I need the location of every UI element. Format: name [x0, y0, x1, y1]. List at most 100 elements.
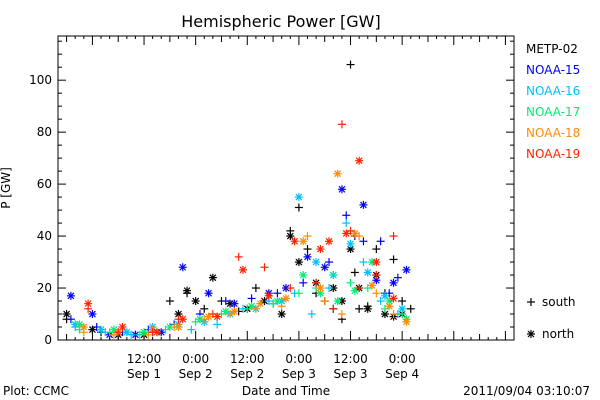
- point-north: [191, 297, 200, 306]
- y-axis-label: P [GW]: [0, 167, 13, 209]
- data-points: [62, 60, 415, 339]
- point-north: [372, 258, 381, 267]
- point-north: [380, 291, 389, 300]
- point-north: [294, 193, 303, 202]
- point-south: [66, 315, 75, 324]
- point-south: [389, 310, 398, 319]
- point-south: [105, 328, 114, 337]
- point-north: [208, 273, 217, 282]
- point-north: [183, 286, 192, 295]
- point-south: [161, 325, 170, 334]
- point-south: [346, 226, 355, 235]
- point-north: [359, 200, 368, 209]
- point-south: [187, 325, 196, 334]
- x-tick-time-label: 12:00: [127, 352, 162, 366]
- point-south: [372, 245, 381, 254]
- legend-marker-label: north: [542, 327, 574, 341]
- y-tick-label: 80: [37, 125, 52, 139]
- point-north: [79, 323, 88, 332]
- point-south: [114, 328, 123, 337]
- point-north: [264, 291, 273, 300]
- point-north: [174, 323, 183, 332]
- point-north: [62, 310, 71, 319]
- point-north: [316, 245, 325, 254]
- point-north: [97, 325, 106, 334]
- point-north: [385, 302, 394, 311]
- point-north: [363, 304, 372, 313]
- point-north: [312, 258, 321, 267]
- footer-timestamp: 2011/09/04 03:10:07: [463, 384, 590, 398]
- point-south: [213, 320, 222, 329]
- point-north: [389, 294, 398, 303]
- legend-series-label: NOAA-17: [526, 105, 580, 119]
- point-north: [320, 263, 329, 272]
- point-north: [230, 299, 239, 308]
- point-south: [376, 237, 385, 246]
- point-south: [346, 278, 355, 287]
- point-north: [329, 284, 338, 293]
- point-south: [277, 302, 286, 311]
- point-south: [294, 203, 303, 212]
- point-north: [368, 281, 377, 290]
- point-south: [329, 304, 338, 313]
- point-south: [398, 297, 407, 306]
- point-south: [359, 237, 368, 246]
- point-north: [213, 312, 222, 321]
- point-north: [316, 284, 325, 293]
- point-south: [320, 297, 329, 306]
- point-south: [269, 299, 278, 308]
- point-north: [299, 237, 308, 246]
- point-south: [294, 289, 303, 298]
- point-north: [342, 229, 351, 238]
- point-south: [144, 330, 153, 339]
- x-axis-label: Date and Time: [242, 384, 330, 398]
- point-south: [329, 271, 338, 280]
- point-south: [307, 310, 316, 319]
- point-south: [355, 304, 364, 313]
- legend-series-label: NOAA-16: [526, 84, 580, 98]
- point-south: [243, 304, 252, 313]
- point-south: [342, 219, 351, 228]
- point-south: [380, 304, 389, 313]
- point-north: [290, 237, 299, 246]
- point-south: [251, 304, 260, 313]
- point-north: [363, 268, 372, 277]
- legend-series-label: NOAA-18: [526, 126, 580, 140]
- point-south: [286, 284, 295, 293]
- x-tick-date-label: Sep 3: [282, 367, 316, 381]
- legend: METP-02 NOAA-15 NOAA-16 NOAA-17 NOAA-18 NOAA-…: [526, 42, 580, 341]
- point-south: [92, 323, 101, 332]
- point-north: [380, 310, 389, 319]
- point-south: [355, 232, 364, 241]
- point-south: [109, 330, 118, 339]
- point-north: [230, 307, 239, 316]
- x-tick-time-label: 0:00: [389, 352, 416, 366]
- point-north: [294, 258, 303, 267]
- point-south: [312, 278, 321, 287]
- x-tick-time-label: 0:00: [285, 352, 312, 366]
- x-tick-date-label: Sep 3: [333, 367, 367, 381]
- legend-north-marker: [527, 330, 535, 338]
- point-south: [251, 284, 260, 293]
- point-south: [325, 258, 334, 267]
- legend-south-marker: [527, 298, 535, 306]
- point-south: [260, 263, 269, 272]
- point-north: [238, 265, 247, 274]
- point-south: [217, 310, 226, 319]
- point-north: [355, 156, 364, 165]
- point-north: [333, 169, 342, 178]
- point-north: [118, 323, 127, 332]
- point-south: [247, 294, 256, 303]
- point-south: [221, 297, 230, 306]
- y-tick-label: 20: [37, 281, 52, 295]
- point-north: [346, 239, 355, 248]
- footer-plot-credit: Plot: CCMC: [3, 384, 69, 398]
- point-north: [299, 271, 308, 280]
- x-tick-date-label: Sep 2: [230, 367, 264, 381]
- point-south: [303, 232, 312, 241]
- plot-frame: [57, 35, 515, 341]
- point-south: [337, 310, 346, 319]
- x-tick-date-label: Sep 1: [127, 367, 161, 381]
- x-tick-time-label: 0:00: [182, 352, 209, 366]
- point-south: [337, 120, 346, 129]
